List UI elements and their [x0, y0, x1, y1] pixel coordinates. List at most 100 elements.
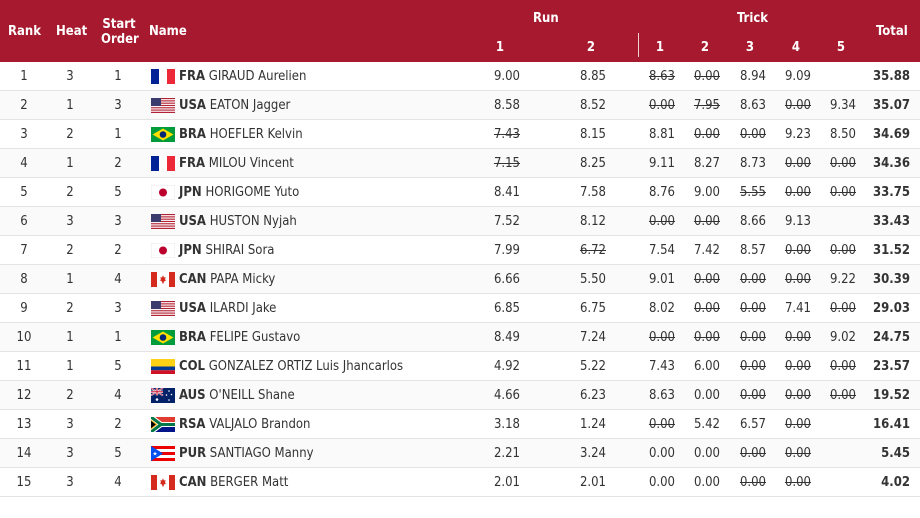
trick-score-1: 8.63 — [648, 388, 675, 403]
header-heat: Heat — [56, 24, 88, 39]
table-row: 13 3 2 RSA VALJALO Brandon 3.18 1.24 0.00 5.42 6… — [0, 410, 920, 439]
table-row: 7 2 2 JPN SHIRAI Sora 7.99 6.72 7.54 7.42 8.57 0.… — [0, 236, 920, 265]
run-score-2: 8.12 — [579, 214, 606, 229]
trick-score-2: 0.00 — [693, 127, 720, 142]
trick-score-2: 5.42 — [693, 417, 720, 432]
start-order-cell: 4 — [114, 272, 122, 287]
total-score: 4.02 — [881, 475, 910, 490]
athlete-name: SHIRAI Sora — [205, 243, 275, 258]
trick-score-1: 0.00 — [648, 475, 675, 490]
trick-score-4: 0.00 — [784, 388, 811, 403]
trick-score-3: 8.73 — [739, 156, 766, 171]
trick-score-1: 0.00 — [648, 417, 675, 432]
athlete-name-cell: USA ILARDI Jake — [179, 294, 276, 323]
header-trick: Trick — [737, 11, 769, 26]
trick-score-3: 0.00 — [739, 359, 766, 374]
heat-cell: 2 — [66, 127, 74, 142]
run-score-1: 4.66 — [493, 388, 520, 403]
start-order-cell: 5 — [114, 359, 122, 374]
trick-score-2: 0.00 — [693, 272, 720, 287]
rank-cell: 9 — [20, 301, 28, 316]
trick-score-1: 8.63 — [648, 69, 675, 84]
athlete-name: ILARDI Jake — [209, 301, 277, 316]
run-score-1: 6.85 — [493, 301, 520, 316]
athlete-name-cell: FRA GIRAUD Aurelien — [179, 62, 306, 91]
flag-aus-icon — [151, 388, 175, 403]
athlete-name-cell: JPN HORIGOME Yuto — [179, 178, 299, 207]
heat-cell: 3 — [66, 446, 74, 461]
trick-score-3: 0.00 — [739, 330, 766, 345]
start-order-cell: 3 — [114, 98, 122, 113]
heat-cell: 2 — [66, 388, 74, 403]
heat-cell: 3 — [66, 417, 74, 432]
trick-score-2: 8.27 — [693, 156, 720, 171]
run-score-1: 8.49 — [493, 330, 520, 345]
rank-cell: 14 — [16, 446, 32, 461]
run-score-2: 6.75 — [579, 301, 606, 316]
start-order-cell: 1 — [114, 330, 122, 345]
athlete-name: EATON Jagger — [209, 98, 291, 113]
athlete-name: MILOU Vincent — [208, 156, 294, 171]
run-score-2: 8.25 — [579, 156, 606, 171]
flag-fra-icon — [151, 69, 175, 84]
trick-score-2: 9.00 — [693, 185, 720, 200]
rank-cell: 11 — [16, 359, 32, 374]
trick-score-1: 8.81 — [648, 127, 675, 142]
run-score-2: 7.58 — [579, 185, 606, 200]
trick-score-2: 0.00 — [693, 69, 720, 84]
trick-score-3: 8.94 — [739, 69, 766, 84]
trick-score-5: 0.00 — [829, 243, 856, 258]
trick-score-1: 0.00 — [648, 98, 675, 113]
trick-score-4: 0.00 — [784, 330, 811, 345]
athlete-name: GONZALEZ ORTIZ Luis Jhancarlos — [208, 359, 404, 374]
trick-score-5: 0.00 — [829, 301, 856, 316]
table-row: 4 1 2 FRA MILOU Vincent 7.15 8.25 9.11 8.27 8.73… — [0, 149, 920, 178]
run-score-1: 7.99 — [493, 243, 520, 258]
total-score: 31.52 — [873, 243, 910, 258]
noc-code: USA — [179, 214, 206, 229]
athlete-name-cell: BRA HOEFLER Kelvin — [179, 120, 303, 149]
flag-can-icon — [151, 272, 175, 287]
athlete-name-cell: JPN SHIRAI Sora — [179, 236, 274, 265]
start-order-cell: 3 — [114, 301, 122, 316]
trick-score-5: 0.00 — [829, 359, 856, 374]
start-order-cell: 2 — [114, 156, 122, 171]
heat-cell: 3 — [66, 475, 74, 490]
athlete-name: FELIPE Gustavo — [209, 330, 301, 345]
trick-score-4: 0.00 — [784, 156, 811, 171]
table-row: 2 1 3 USA EATON Jagger 8.58 8.52 0.00 7.95 8.63 0… — [0, 91, 920, 120]
rank-cell: 1 — [20, 69, 28, 84]
noc-code: JPN — [179, 243, 202, 258]
total-score: 33.43 — [873, 214, 910, 229]
heat-cell: 3 — [66, 69, 74, 84]
trick-score-1: 9.01 — [648, 272, 675, 287]
trick-score-3: 0.00 — [739, 475, 766, 490]
total-score: 33.75 — [873, 185, 910, 200]
start-order-cell: 3 — [114, 214, 122, 229]
trick-score-5: 9.22 — [829, 272, 856, 287]
trick-score-5: 9.02 — [829, 330, 856, 345]
rank-cell: 8 — [20, 272, 28, 287]
heat-cell: 2 — [66, 185, 74, 200]
flag-bra-icon — [151, 330, 175, 345]
noc-code: RSA — [179, 417, 206, 432]
run-score-1: 2.01 — [493, 475, 520, 490]
start-order-cell: 2 — [114, 243, 122, 258]
trick-score-2: 6.00 — [693, 359, 720, 374]
trick-score-4: 0.00 — [784, 446, 811, 461]
start-order-cell: 5 — [114, 185, 122, 200]
trick-score-1: 0.00 — [648, 214, 675, 229]
table-row: 5 2 5 JPN HORIGOME Yuto 8.41 7.58 8.76 9.00 5.55… — [0, 178, 920, 207]
trick-score-4: 9.23 — [784, 127, 811, 142]
athlete-name-cell: FRA MILOU Vincent — [179, 149, 294, 178]
trick-score-4: 0.00 — [784, 98, 811, 113]
rank-cell: 15 — [16, 475, 32, 490]
trick-score-4: 0.00 — [784, 359, 811, 374]
trick-score-4: 7.41 — [784, 301, 811, 316]
trick-score-3: 5.55 — [739, 185, 766, 200]
rank-cell: 7 — [20, 243, 28, 258]
heat-cell: 1 — [66, 156, 74, 171]
athlete-name: SANTIAGO Manny — [209, 446, 314, 461]
trick-score-3: 0.00 — [739, 272, 766, 287]
